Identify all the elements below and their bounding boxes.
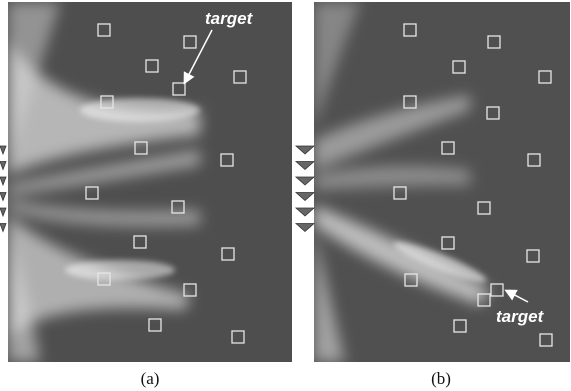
transducer [296,146,314,154]
transducer [296,162,314,170]
transducer [0,146,6,154]
transducer [296,208,314,216]
transducer [296,177,314,185]
transducer [0,162,6,170]
transducer [0,193,6,201]
transducer [0,224,6,232]
transducer [296,224,314,232]
target-label: target [496,307,545,326]
transducer [0,177,6,185]
caption: (a) [141,369,160,388]
target-label: target [205,9,254,28]
page: target target (a) (b) (() => { const dat… [0,0,571,391]
transducer [296,193,314,201]
caption: (b) [431,369,451,388]
figure: target target (a) (b) [0,0,571,391]
panel-a-image [8,2,292,362]
transducer [0,208,6,216]
